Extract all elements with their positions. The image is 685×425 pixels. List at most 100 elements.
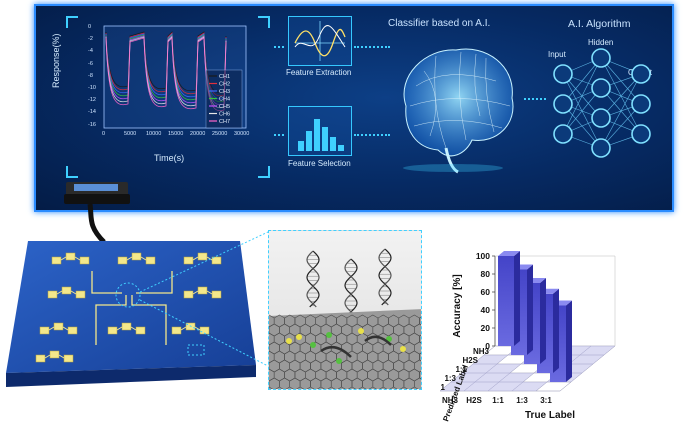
waveform-icon [294,21,346,61]
accuracy-bar [498,251,520,346]
electrode-pad [145,256,156,265]
floor-cell [473,355,508,364]
floor-cell [440,382,475,391]
true-label-tick: 1:3 [516,396,528,405]
connector [524,98,546,100]
y-axis-label: Accuracy [%] [452,274,463,337]
nn-edge [562,57,602,135]
legend-entry: CH6 [219,112,230,118]
floor-cell [499,373,534,382]
pad-trace [56,290,77,295]
electrode-pads [35,252,222,363]
plot-xtick: 25000 [212,131,228,137]
histogram-icon [298,119,344,151]
dna-backbone [378,248,392,306]
frame-corner [66,166,78,178]
electrode-pad [63,354,74,363]
connector [274,46,284,48]
predicted-label-tick: 1:3 [444,374,456,383]
plot-ytick: 0 [88,24,92,30]
electrode-pad [107,326,118,335]
pad-trace [192,256,213,261]
plot-xtick: 20000 [190,131,206,137]
floor-cell [464,382,499,391]
bar-side [514,251,520,346]
nn-node [631,64,651,84]
floor-cell [569,355,604,364]
electrode-pad [197,252,208,261]
electrode-pad [121,322,132,331]
graphene-hexagon [419,334,421,344]
graphene-hexagon [419,370,421,380]
plot-ytick: -2 [88,36,93,43]
legend-entry: CH4 [219,97,230,103]
nn-edge [600,73,642,119]
frame-corner [66,16,78,28]
nn-node [591,78,611,98]
electrode-pad [49,350,60,359]
true-label-tick: NH3 [442,396,459,405]
legend-entry: CH3 [219,89,230,95]
nn-node [553,124,573,144]
nn-edge [562,87,602,135]
electrode-pad [117,256,128,265]
electrode-pad [79,256,90,265]
y-tick-label: 0 [485,341,490,351]
pad-trace [48,326,69,331]
bar-front [498,256,514,346]
electrode-pad [65,252,76,261]
neural-network-icon [553,48,651,158]
plot-xtick: 15000 [168,131,184,137]
bar-side [540,278,546,364]
plot-ytick: -12 [88,97,96,104]
dna-backbone [306,250,320,308]
graphene-hexagon [414,377,421,389]
true-label-tick: H2S [466,396,482,405]
electrode-pad [211,256,222,265]
bound-probes [286,328,406,364]
feature-selection-box [288,106,352,156]
electrode-pad [47,290,58,299]
electrode-pad [135,326,146,335]
y-tick-label: 80 [481,269,491,279]
bar-side [553,288,559,373]
plot-xtick: 30000 [234,131,250,137]
pad-trace [180,326,201,331]
plot-ytick: -10 [88,85,96,91]
floor-cell [488,382,523,391]
zoom-circle [115,282,141,308]
zoom-lines [140,231,269,367]
nn-node [591,138,611,158]
floor-cell [580,346,615,355]
classifier-title: Classifier based on A.I. [388,18,491,29]
nn-node [591,48,611,68]
y-tick-label: 40 [481,305,491,315]
electrode-pad [183,256,194,265]
electrode-pad [67,326,78,335]
legend-entry: CH2 [219,82,230,88]
nn-edge [600,103,642,149]
y-tick-label: 20 [481,323,491,333]
y-tick-label: 60 [481,287,491,297]
sensor-chip [6,241,256,387]
legend-entry: CH7 [219,119,230,125]
feature-selection-label: Feature Selection [288,159,351,168]
floor-cell [462,364,497,373]
plot-ytick: -14 [88,109,96,116]
electrode-pad [75,290,86,299]
predicted-label-tick: 1:1 [455,365,467,374]
frame-corner [258,166,270,178]
algorithm-title: A.I. Algorithm [568,18,631,30]
bar-side [566,300,572,382]
nn-input-label: Input [548,50,566,59]
nn-edge [562,57,602,105]
electrode-pad [199,326,210,335]
connector [274,134,284,136]
graphene-hexagon [419,316,421,326]
connector [354,46,390,48]
electrode-pad [211,290,222,299]
plot-ytick: -8 [88,72,93,79]
electrode-pad [39,326,50,335]
